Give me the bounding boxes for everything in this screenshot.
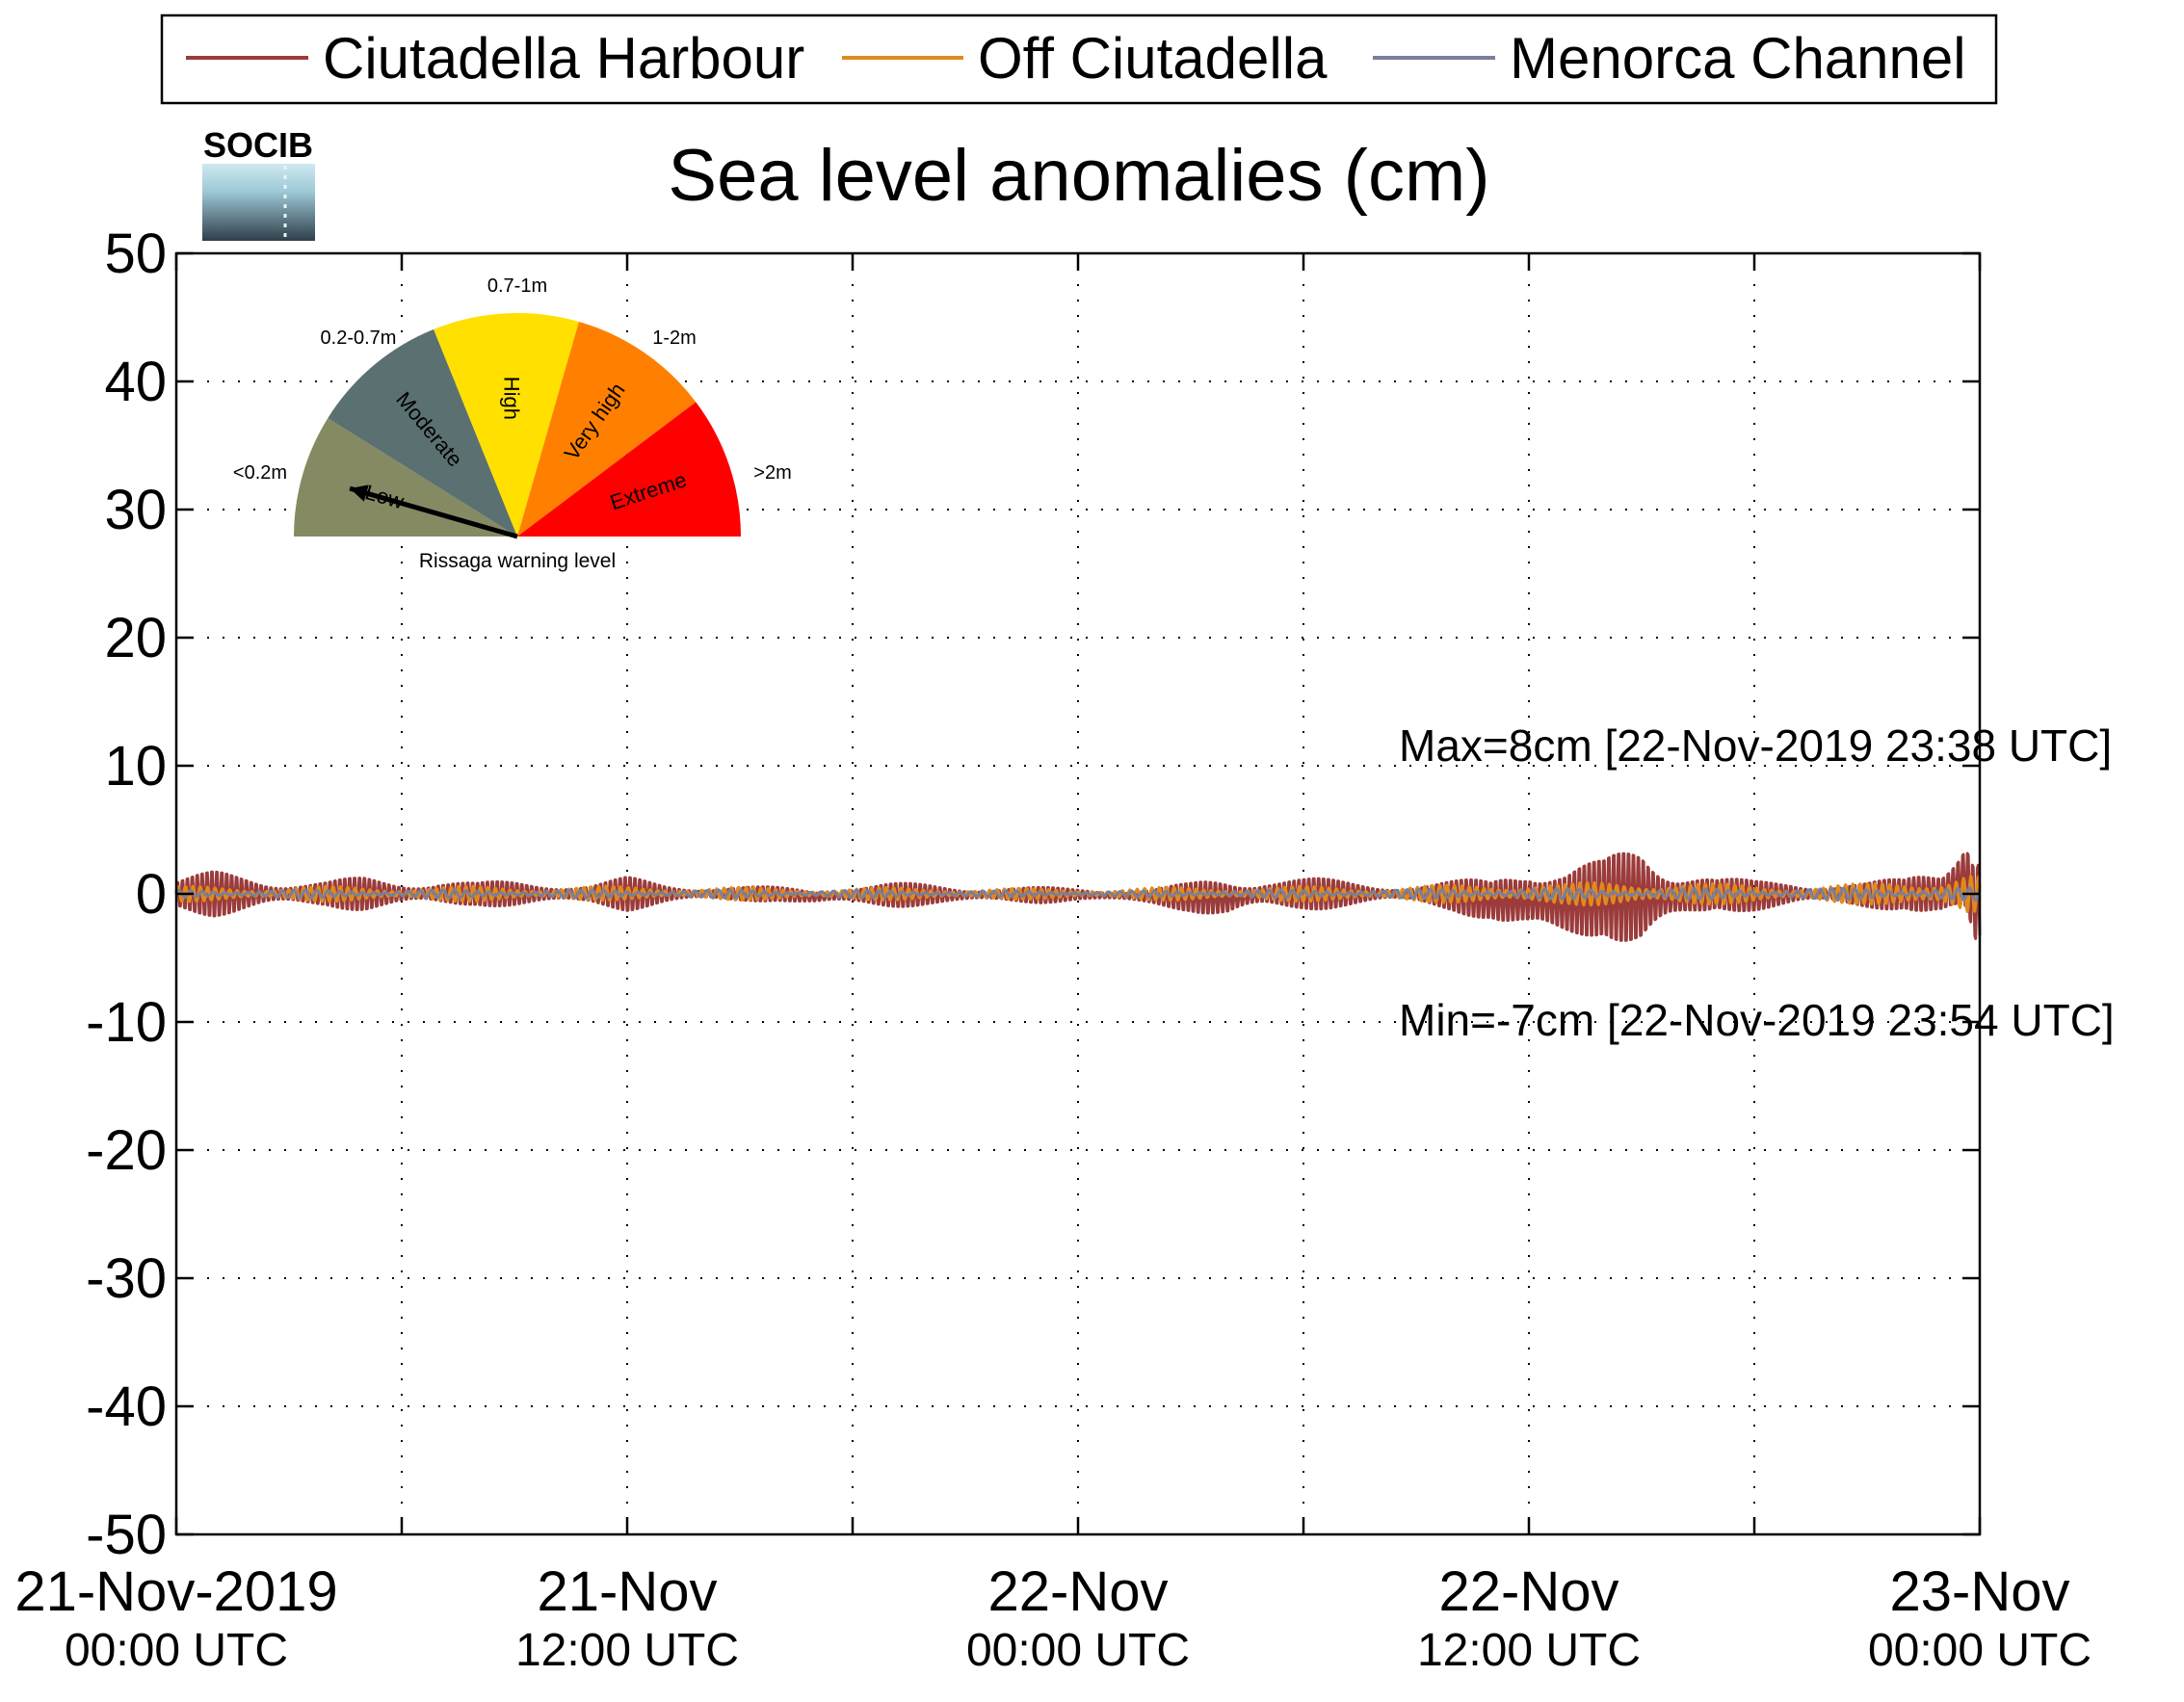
gauge-range-label: 0.7-1m bbox=[487, 275, 547, 297]
socib-logo: SOCIB bbox=[202, 125, 315, 241]
y-tick-label: 50 bbox=[104, 223, 167, 285]
y-tick-label: 20 bbox=[104, 607, 167, 669]
y-tick-label: -10 bbox=[86, 991, 167, 1054]
x-tick-label: 22-Nov bbox=[988, 1560, 1169, 1623]
x-tick-sublabel: 00:00 UTC bbox=[65, 1625, 288, 1676]
x-tick-label: 23-Nov bbox=[1890, 1560, 2070, 1623]
y-tick-label: -50 bbox=[86, 1504, 167, 1566]
y-tick-label: 10 bbox=[104, 735, 167, 798]
gauge-range-label: 1-2m bbox=[652, 327, 697, 349]
gauge-sector-low bbox=[294, 418, 517, 537]
x-tick-sublabel: 00:00 UTC bbox=[966, 1625, 1190, 1676]
gauge-range-label: >2m bbox=[753, 462, 791, 484]
legend-label: Off Ciutadella bbox=[978, 26, 1328, 91]
gauge-range-label: <0.2m bbox=[233, 462, 287, 484]
y-tick-label: -30 bbox=[86, 1247, 167, 1310]
gauge-sector-very-high bbox=[517, 322, 697, 537]
gauge-needle-arrow-icon bbox=[350, 484, 369, 502]
y-tick-label: 40 bbox=[104, 351, 167, 413]
gauge-sector-high bbox=[434, 313, 579, 537]
series-line-menorca-channel bbox=[174, 886, 1982, 902]
plot-area: 50403020100-10-20-30-40-5021-Nov-201900:… bbox=[14, 223, 2114, 1676]
legend-label: Menorca Channel bbox=[1510, 26, 1966, 91]
series-group bbox=[174, 851, 1982, 942]
ticks: 50403020100-10-20-30-40-5021-Nov-201900:… bbox=[14, 223, 2092, 1676]
x-tick-sublabel: 12:00 UTC bbox=[515, 1625, 739, 1676]
logo-text: SOCIB bbox=[203, 125, 313, 165]
y-tick-label: 30 bbox=[104, 479, 167, 541]
legend-label: Ciutadella Harbour bbox=[323, 26, 804, 91]
annotations: Max=8cm [22-Nov-2019 23:38 UTC] Min=-7cm … bbox=[1399, 720, 2115, 1045]
legend: Ciutadella Harbour Off Ciutadella Menorca … bbox=[160, 13, 1998, 105]
x-tick-sublabel: 12:00 UTC bbox=[1417, 1625, 1641, 1676]
gauge-caption: Rissaga warning level bbox=[419, 550, 616, 572]
min-annotation: Min=-7cm [22-Nov-2019 23:54 UTC] bbox=[1399, 995, 2115, 1045]
gauge-needle bbox=[349, 485, 518, 539]
gauge-range-label: 0.2-0.7m bbox=[321, 327, 397, 349]
x-tick-label: 21-Nov-2019 bbox=[14, 1560, 337, 1623]
x-tick-sublabel: 00:00 UTC bbox=[1868, 1625, 2092, 1676]
y-tick-label: -40 bbox=[86, 1375, 167, 1438]
max-annotation: Max=8cm [22-Nov-2019 23:38 UTC] bbox=[1399, 720, 2112, 771]
x-tick-label: 21-Nov bbox=[538, 1560, 718, 1623]
series-line-off-ciutadella bbox=[174, 875, 1982, 913]
logo-wave-icon bbox=[202, 164, 315, 241]
y-tick-label: -20 bbox=[86, 1119, 167, 1182]
legend-box bbox=[160, 13, 1998, 105]
gauge-sector-extreme bbox=[517, 402, 741, 537]
y-tick-label: 0 bbox=[136, 863, 167, 926]
gauge-sector-moderate bbox=[328, 328, 517, 537]
x-tick-label: 22-Nov bbox=[1439, 1560, 1619, 1623]
chart-title: Sea level anomalies (cm) bbox=[668, 135, 1489, 217]
gauge-sector-label: High bbox=[500, 377, 524, 420]
